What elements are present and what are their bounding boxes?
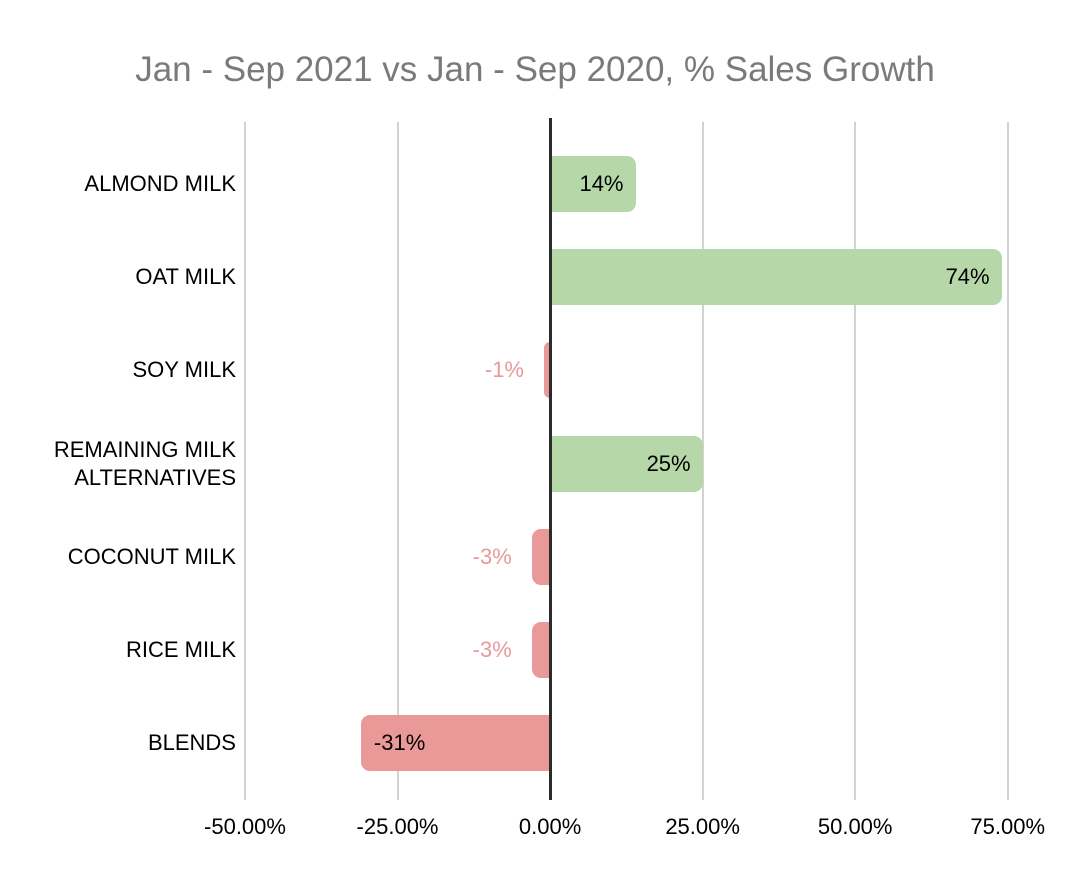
gridline (1006, 122, 1009, 800)
bar-value-label: 74% (945, 264, 990, 290)
bar-remaining-milk-alternatives[interactable]: 25% (550, 435, 703, 492)
x-tick-label: -25.00% (356, 814, 439, 839)
category-label-rice-milk: RICE MILK (0, 636, 236, 664)
category-label-text: COCONUT MILK (67, 543, 236, 569)
category-label-almond-milk: ALMOND MILK (0, 170, 236, 198)
gridline (701, 122, 704, 800)
category-label-soy-milk: SOY MILK (0, 356, 236, 384)
category-label-oat-milk: OAT MILK (0, 263, 236, 291)
bar-coconut-milk[interactable] (531, 528, 551, 585)
category-label-text: BLENDS (147, 730, 236, 756)
x-tick-label: 0.00% (518, 814, 582, 839)
bar-blends[interactable]: -31% (360, 715, 551, 772)
bar-oat-milk[interactable]: 74% (550, 249, 1002, 306)
category-label-text: ALMOND MILK (84, 171, 236, 196)
bar-soy-milk[interactable] (543, 342, 551, 399)
category-label-text: SOY MILK (132, 357, 236, 383)
bar-value-label: -3% (472, 543, 512, 569)
bar-value-label: 25% (646, 450, 691, 476)
category-label-remaining-milk-alternatives: REMAINING MILK ALTERNATIVES (0, 436, 236, 492)
bar-almond-milk[interactable]: 14% (550, 156, 636, 212)
bar-value-label: -1% (484, 357, 524, 383)
x-tick-label: 50.00% (817, 814, 893, 839)
x-tick-label: 25.00% (665, 814, 740, 839)
x-tick-label: 75.00% (970, 814, 1046, 839)
bar-value-label: -3% (472, 637, 512, 662)
bar-value-label: -31% (373, 730, 426, 756)
plot-area: 14% 74% -1% 25% -3% -3% -31% (244, 118, 1048, 800)
category-label-text: RICE MILK (125, 637, 236, 662)
gridline (244, 122, 246, 800)
bar-rice-milk[interactable] (531, 622, 551, 678)
bar-value-label: 14% (579, 171, 624, 196)
category-label-coconut-milk: COCONUT MILK (0, 543, 236, 571)
chart-title: Jan - Sep 2021 vs Jan - Sep 2020, % Sale… (135, 50, 935, 89)
category-label-blends: BLENDS (0, 729, 236, 757)
category-label-text: REMAINING MILK ALTERNATIVES (53, 436, 236, 490)
category-label-text: OAT MILK (135, 264, 236, 290)
gridline (854, 122, 857, 800)
x-axis: -50.00% -25.00% 0.00% 25.00% 50.00% 75.00% (0, 814, 1070, 848)
x-tick-label: -50.00% (204, 814, 286, 839)
zero-axis-line (549, 118, 553, 800)
gridline (396, 122, 399, 800)
category-axis: ALMOND MILK OAT MILK SOY MILK REMAINING MIL… (0, 118, 236, 800)
